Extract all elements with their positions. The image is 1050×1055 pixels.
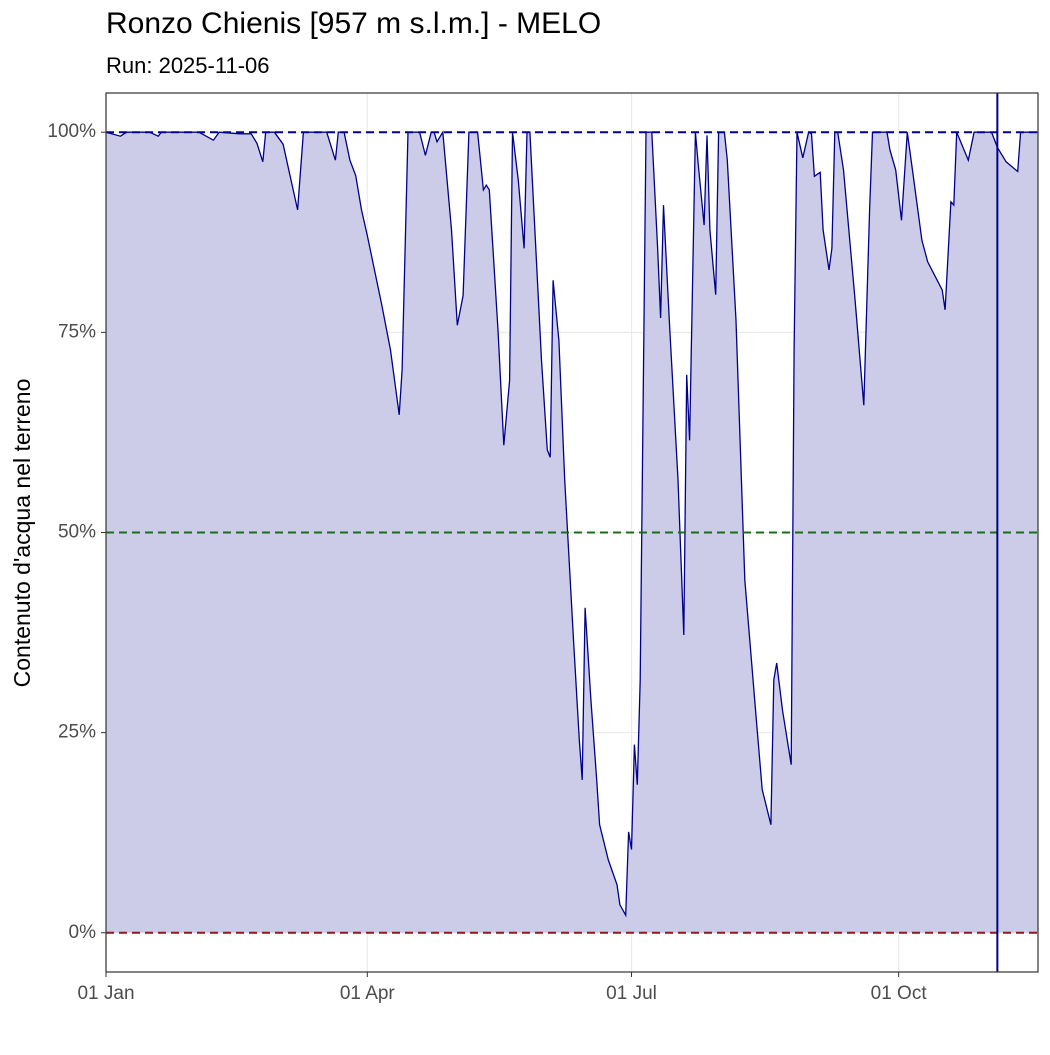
x-tick-label: 01 Jul <box>606 983 657 1004</box>
chart-subtitle: Run: 2025-11-06 <box>106 53 270 78</box>
x-tick-label: 01 Apr <box>340 983 396 1004</box>
plot-border <box>105 92 1039 973</box>
line <box>105 130 1038 918</box>
y-tick-label: 75% <box>58 321 96 342</box>
x-tick-label: 01 Jan <box>77 983 134 1004</box>
y-tick-label: 0% <box>69 922 97 943</box>
y-tick-label: 25% <box>58 722 96 743</box>
y-tick-label: 50% <box>58 522 96 543</box>
y-axis-label: Contenuto d'acqua nel terreno <box>9 379 35 688</box>
chart-title: Ronzo Chienis [957 m s.l.m.] - MELO <box>106 7 601 40</box>
area <box>106 132 1038 933</box>
y-tick-label: 100% <box>47 121 96 142</box>
x-tick-label: 01 Oct <box>871 983 928 1004</box>
